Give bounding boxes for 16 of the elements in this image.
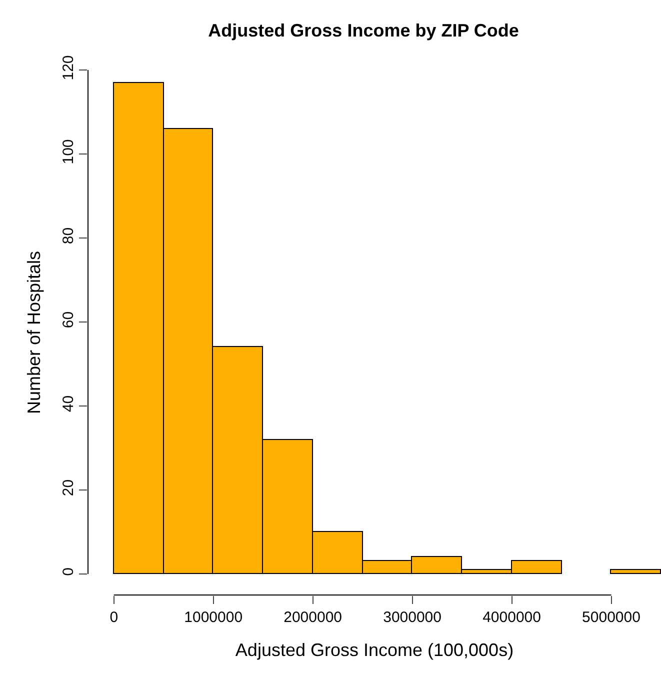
y-axis-title: Number of Hospitals: [24, 250, 44, 414]
chart-title: Adjusted Gross Income by ZIP Code: [208, 20, 519, 40]
x-tick-label: 2000000: [284, 609, 342, 626]
x-axis-title: Adjusted Gross Income (100,000s): [235, 640, 514, 660]
y-tick-label: 0: [60, 568, 77, 576]
y-tick-label: 120: [60, 55, 77, 80]
y-tick-label: 40: [60, 395, 77, 412]
x-tick-label: 5000000: [582, 609, 640, 626]
y-tick-label: 100: [60, 139, 77, 164]
y-tick-label: 20: [60, 479, 77, 496]
x-tick-label: 4000000: [482, 609, 541, 626]
y-tick-label: 80: [60, 227, 77, 244]
x-tick-label: 0: [110, 609, 118, 626]
x-tick-label: 3000000: [383, 609, 442, 626]
x-tick-label: 1000000: [184, 609, 243, 626]
y-tick-label: 60: [60, 311, 77, 328]
